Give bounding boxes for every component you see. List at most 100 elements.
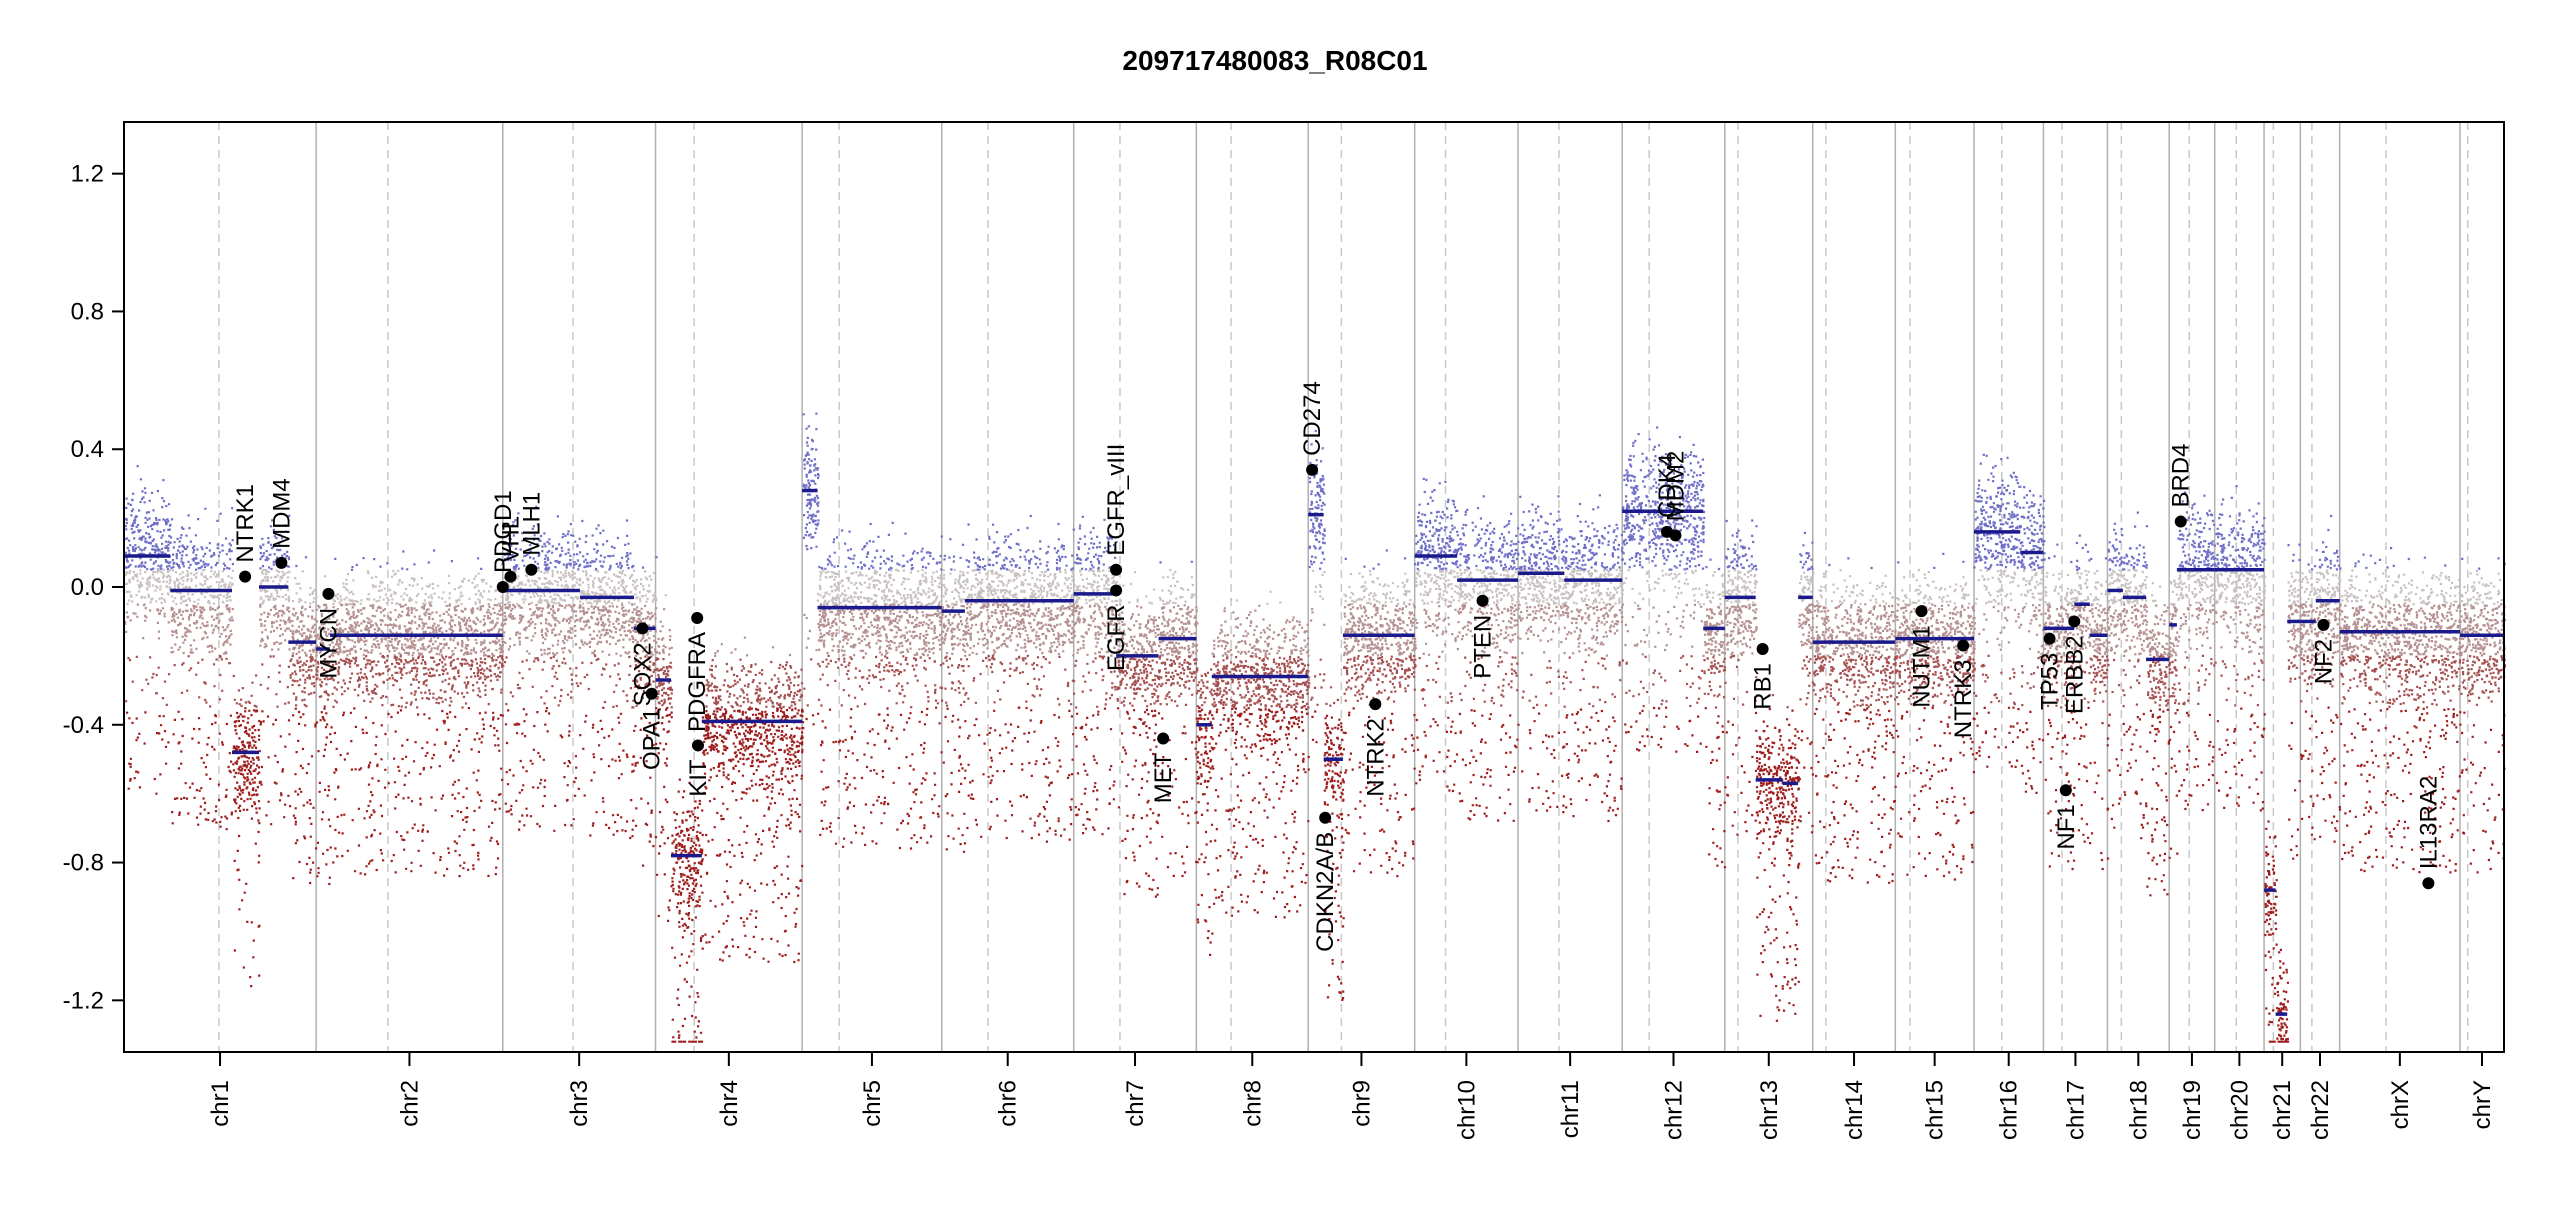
probe-cluster-chr5-13-3 [803, 658, 820, 707]
x-tick-label-chr22: chr22 [2307, 1080, 2334, 1140]
probe-cluster-chr4-12-0 [701, 706, 805, 964]
probe-cluster-chr1-3-2 [259, 603, 291, 651]
probe-cluster-chr22-52-1 [2316, 569, 2342, 605]
probe-cluster-chr18-42-4 [2111, 658, 2125, 708]
probe-cluster-chr3-8-1 [582, 706, 636, 840]
probe-cluster-chr6-15-4 [943, 538, 965, 571]
probe-cluster-chr1-0-4 [126, 711, 170, 795]
probe-cluster-chr4-11-0 [671, 778, 704, 1043]
probe-cluster-chr3-9-3 [641, 556, 658, 569]
probe-cluster-chr22-52-3 [2318, 514, 2342, 571]
probe-cluster-chr14-35-2 [1813, 654, 1897, 708]
probe-cluster-chr18-44-2 [2151, 582, 2162, 603]
probe-cluster-chr9-24-2 [1343, 654, 1417, 706]
probe-cluster-chr3-7-4 [503, 603, 582, 656]
x-tick-label-chr12: chr12 [1661, 1080, 1688, 1140]
probe-cluster-chr9-22-1 [1311, 710, 1318, 744]
probe-cluster-chr21-50-0 [2287, 656, 2303, 703]
probe-cluster-chr3-7-3 [503, 505, 582, 571]
probe-cluster-chrY-54-4 [2461, 557, 2506, 570]
probe-cluster-chr12-30-3 [1703, 605, 1727, 657]
probe-cluster-chr15-36-3 [1895, 568, 1971, 606]
probe-cluster-chr17-41-0 [2090, 603, 2109, 655]
probe-cluster-chr6-15-0 [942, 707, 967, 853]
gene-label-cdk4: CDK4 [1654, 454, 1681, 518]
probe-cluster-chr18-43-2 [2123, 511, 2148, 571]
probe-cluster-chr7-19-2 [1159, 717, 1198, 878]
probe-cluster-chr16-37-3 [1975, 654, 2016, 706]
gene-point-met [1157, 732, 1170, 745]
gene-point-mdm4 [275, 556, 288, 569]
probe-cluster-chr1-3-1 [259, 710, 291, 826]
probe-cluster-chr16-38-4 [2021, 604, 2045, 655]
gene-label-mdm2: MDM2 [1662, 451, 1689, 522]
x-tick-label-chrX: chrX [2387, 1080, 2414, 1129]
gene-label-brd4: BRD4 [2168, 444, 2195, 508]
probe-cluster-chr19-46-2 [2177, 568, 2217, 605]
gene-point-sox2 [636, 622, 649, 635]
probe-cluster-chr2-5-3 [316, 707, 333, 886]
probe-cluster-chr18-42-0 [2107, 713, 2125, 829]
probe-cluster-chr13-33-0 [1782, 709, 1801, 1015]
probe-cluster-chr7-19-4 [1159, 560, 1193, 564]
gene-point-pdgd1 [496, 581, 509, 593]
probe-cluster-chr17-40-3 [2074, 657, 2092, 704]
probe-cluster-chr11-28-4 [1564, 656, 1624, 708]
probe-cluster-chr13-32-0 [1755, 708, 1785, 1022]
x-tick-label-chr3: chr3 [566, 1080, 593, 1127]
gene-point-erbb2 [2068, 615, 2081, 628]
probe-cluster-chr10-25-4 [1415, 716, 1459, 793]
probe-cluster-chr5-13-2 [805, 712, 820, 726]
probe-cluster-chr12-29-4 [1624, 706, 1702, 753]
segments [124, 488, 2504, 1016]
gene-label-vhl: VHL [498, 516, 525, 563]
probe-cluster-chr1-2-1 [232, 674, 258, 708]
probe-cluster-chrX-53-3 [2354, 547, 2447, 569]
x-tick-label-chr16: chr16 [1996, 1080, 2023, 1140]
probe-cluster-chr5-14-1 [818, 521, 943, 571]
gene-point-egfr [1110, 584, 1123, 597]
probe-cluster-chr5-13-0 [802, 412, 820, 551]
probe-cluster-chr14-35-3 [1813, 707, 1897, 884]
probe-cluster-chr12-30-0 [1704, 707, 1727, 869]
probe-cluster-chr13-31-3 [1725, 711, 1758, 836]
gene-point-cdkn2a-b [1319, 811, 1332, 824]
probe-cluster-chr2-6-3 [330, 707, 504, 878]
probe-cluster-chr5-14-4 [819, 706, 943, 850]
probe-cluster-chr7-19-3 [1158, 568, 1196, 606]
probe-cluster-chr10-26-3 [1458, 709, 1520, 822]
probe-cluster-chr16-38-3 [2020, 655, 2046, 707]
probe-cluster-chr3-8-4 [581, 519, 635, 571]
probe-cluster-chr22-52-0 [2316, 706, 2342, 843]
probe-cluster-chr5-13-4 [816, 592, 820, 602]
probe-cluster-chr16-38-0 [2020, 486, 2046, 571]
probe-cluster-chr3-7-1 [503, 655, 582, 707]
probe-cluster-chr16-37-0 [1974, 706, 2022, 768]
gene-point-nf2 [2317, 618, 2330, 631]
x-tick-label-chr7: chr7 [1122, 1080, 1149, 1127]
gene-point-mdm2 [1669, 529, 1682, 542]
gene-label-tp53: TP53 [2037, 653, 2064, 710]
probe-cluster-chr17-41-3 [2089, 655, 2110, 703]
probe-cluster-chr8-21-3 [1230, 590, 1282, 605]
probe-cluster-chr12-29-2 [1623, 569, 1705, 606]
probe-cluster-chr4-10-2 [655, 608, 673, 656]
gene-point-cd274 [1306, 463, 1319, 476]
probe-cluster-chrY-54-1 [2460, 569, 2505, 606]
probe-cluster-chr12-30-2 [1705, 571, 1726, 606]
probe-cluster-chr11-28-2 [1564, 568, 1625, 605]
probe-cluster-chr22-51-1 [2300, 569, 2318, 603]
probe-cluster-chr13-34-4 [1799, 655, 1815, 706]
probe-cluster-chr1-3-4 [259, 655, 290, 708]
probe-cluster-chr5-14-0 [817, 603, 944, 657]
x-tick-label-chr11: chr11 [1557, 1080, 1584, 1138]
probe-cluster-chr11-27-2 [1521, 706, 1566, 814]
gene-label-il13ra2: IL13RA2 [2415, 776, 2442, 869]
gene-point-brd4 [2174, 515, 2187, 528]
probe-cluster-chr17-39-1 [2043, 655, 2077, 709]
gene-point-rb1 [1756, 643, 1769, 655]
probe-cluster-chr9-24-3 [1344, 707, 1416, 878]
x-tick-label-chr1: chr1 [207, 1080, 234, 1127]
probe-cluster-chr16-37-4 [1978, 605, 2023, 651]
